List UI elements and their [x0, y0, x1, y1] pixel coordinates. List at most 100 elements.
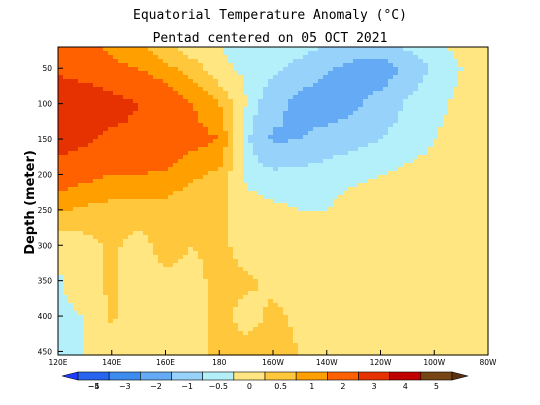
- heatmap-cell: [403, 103, 409, 108]
- heatmap-cell: [413, 207, 419, 212]
- heatmap-cell: [108, 75, 114, 80]
- heatmap-cell: [73, 139, 79, 144]
- heatmap-cell: [443, 211, 449, 216]
- heatmap-cell: [393, 255, 399, 260]
- heatmap-cell: [453, 47, 459, 52]
- heatmap-cell: [278, 235, 284, 240]
- heatmap-cell: [303, 263, 309, 268]
- heatmap-cell: [458, 79, 464, 84]
- heatmap-cell: [318, 79, 324, 84]
- heatmap-cell: [108, 191, 114, 196]
- heatmap-cell: [293, 211, 299, 216]
- heatmap-cell: [403, 71, 409, 76]
- heatmap-cell: [183, 55, 189, 60]
- heatmap-cell: [133, 75, 139, 80]
- heatmap-cell: [463, 131, 469, 136]
- heatmap-cell: [98, 247, 104, 252]
- heatmap-cell: [168, 255, 174, 260]
- heatmap-cell: [63, 151, 69, 156]
- heatmap-cell: [93, 139, 99, 144]
- heatmap-cell: [468, 143, 474, 148]
- heatmap-cell: [128, 179, 134, 184]
- heatmap-cell: [103, 243, 109, 248]
- heatmap-cell: [83, 71, 89, 76]
- heatmap-cell: [143, 127, 149, 132]
- heatmap-cell: [343, 163, 349, 168]
- heatmap-cell: [348, 243, 354, 248]
- heatmap-cell: [83, 191, 89, 196]
- heatmap-cell: [298, 215, 304, 220]
- heatmap-cell: [358, 235, 364, 240]
- heatmap-cell: [328, 175, 334, 180]
- heatmap-cell: [323, 267, 329, 272]
- heatmap-cell: [273, 67, 279, 72]
- heatmap-cell: [378, 139, 384, 144]
- heatmap-cell: [128, 147, 134, 152]
- heatmap-cell: [88, 91, 94, 96]
- heatmap-cell: [443, 247, 449, 252]
- heatmap-cell: [348, 231, 354, 236]
- heatmap-cell: [263, 63, 269, 68]
- heatmap-cell: [368, 223, 374, 228]
- heatmap-cell: [263, 75, 269, 80]
- heatmap-cell: [433, 163, 439, 168]
- heatmap-cell: [468, 51, 474, 56]
- heatmap-cell: [393, 155, 399, 160]
- heatmap-cell: [273, 235, 279, 240]
- heatmap-cell: [203, 243, 209, 248]
- heatmap-cell: [173, 131, 179, 136]
- heatmap-cell: [188, 51, 194, 56]
- heatmap-cell: [208, 119, 214, 124]
- heatmap-cell: [278, 147, 284, 152]
- heatmap-cell: [363, 199, 369, 204]
- heatmap-cell: [168, 211, 174, 216]
- heatmap-cell: [353, 207, 359, 212]
- heatmap-cell: [243, 131, 249, 136]
- heatmap-cell: [98, 71, 104, 76]
- heatmap-cell: [143, 271, 149, 276]
- heatmap-cell: [133, 159, 139, 164]
- heatmap-cell: [148, 143, 154, 148]
- heatmap-cell: [408, 47, 414, 52]
- heatmap-cell: [383, 219, 389, 224]
- heatmap-cell: [58, 191, 64, 196]
- heatmap-cell: [223, 67, 229, 72]
- heatmap-cell: [323, 195, 329, 200]
- heatmap-cell: [118, 107, 124, 112]
- heatmap-cell: [453, 175, 459, 180]
- heatmap-cell: [348, 91, 354, 96]
- heatmap-cell: [468, 275, 474, 280]
- heatmap-cell: [243, 87, 249, 92]
- heatmap-cell: [368, 159, 374, 164]
- heatmap-cell: [413, 75, 419, 80]
- heatmap-cell: [98, 231, 104, 236]
- heatmap-cell: [103, 111, 109, 116]
- heatmap-cell: [228, 155, 234, 160]
- heatmap-cell: [408, 199, 414, 204]
- heatmap-cell: [358, 251, 364, 256]
- heatmap-cell: [413, 191, 419, 196]
- heatmap-cell: [103, 199, 109, 204]
- heatmap-cell: [83, 187, 89, 192]
- heatmap-cell: [173, 263, 179, 268]
- heatmap-cell: [103, 275, 109, 280]
- heatmap-cell: [128, 235, 134, 240]
- heatmap-cell: [333, 195, 339, 200]
- heatmap-cell: [383, 111, 389, 116]
- heatmap-cell: [238, 59, 244, 64]
- heatmap-cell: [88, 279, 94, 284]
- heatmap-cell: [83, 275, 89, 280]
- heatmap-cell: [478, 179, 484, 184]
- heatmap-cell: [303, 151, 309, 156]
- heatmap-cell: [408, 167, 414, 172]
- heatmap-cell: [358, 179, 364, 184]
- heatmap-cell: [483, 139, 489, 144]
- heatmap-cell: [188, 59, 194, 64]
- heatmap-cell: [398, 251, 404, 256]
- heatmap-cell: [423, 207, 429, 212]
- heatmap-cell: [158, 111, 164, 116]
- heatmap-cell: [213, 271, 219, 276]
- heatmap-cell: [158, 163, 164, 168]
- heatmap-cell: [338, 223, 344, 228]
